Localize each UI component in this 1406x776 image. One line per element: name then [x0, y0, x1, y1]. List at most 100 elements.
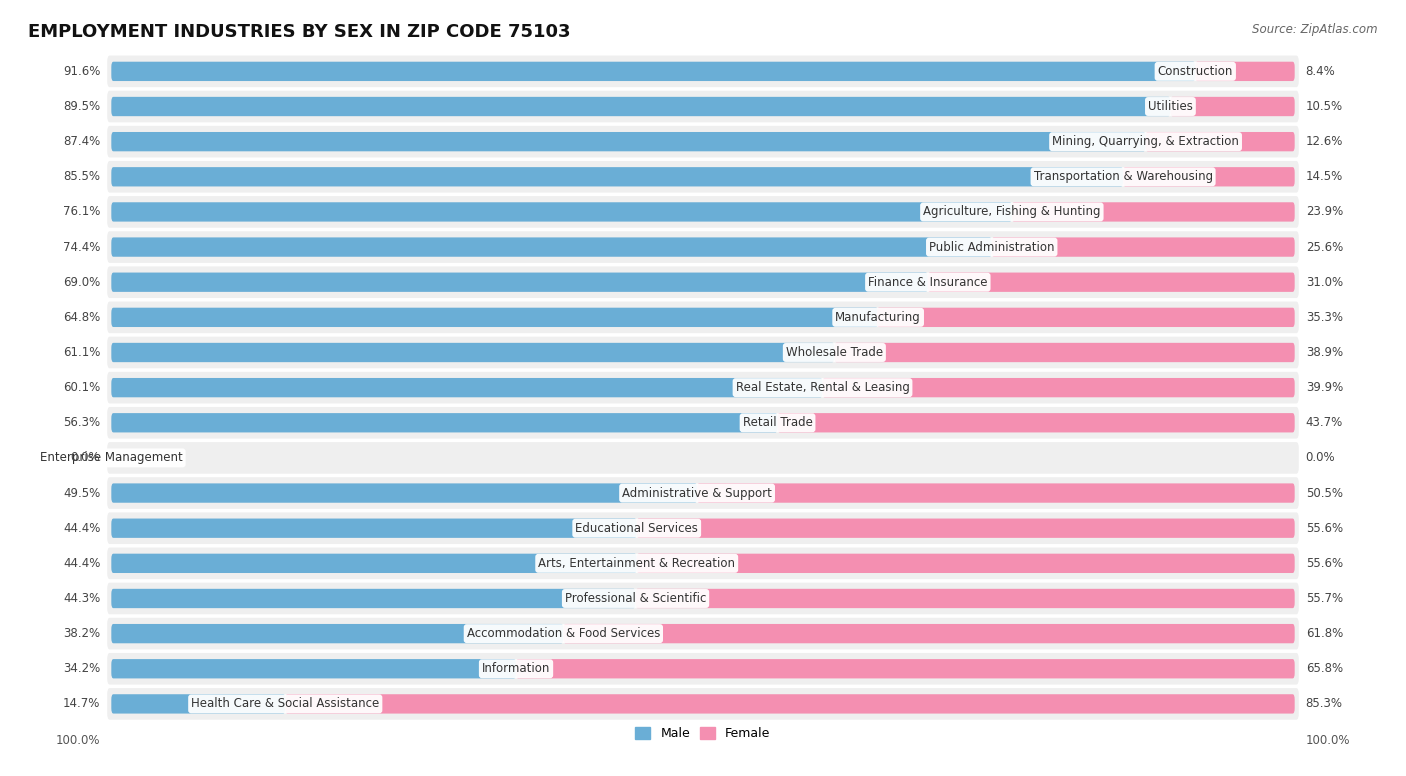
FancyBboxPatch shape [637, 554, 1295, 573]
Text: 85.5%: 85.5% [63, 170, 100, 183]
FancyBboxPatch shape [877, 308, 1295, 327]
FancyBboxPatch shape [107, 372, 1299, 404]
Text: 55.6%: 55.6% [1306, 557, 1343, 570]
FancyBboxPatch shape [107, 56, 1299, 87]
Text: 91.6%: 91.6% [63, 65, 100, 78]
FancyBboxPatch shape [107, 196, 1299, 227]
FancyBboxPatch shape [834, 343, 1295, 362]
Text: 76.1%: 76.1% [63, 206, 100, 218]
Text: 69.0%: 69.0% [63, 275, 100, 289]
Text: 34.2%: 34.2% [63, 662, 100, 675]
FancyBboxPatch shape [991, 237, 1295, 257]
Text: 74.4%: 74.4% [63, 241, 100, 254]
FancyBboxPatch shape [111, 624, 564, 643]
Text: 25.6%: 25.6% [1306, 241, 1343, 254]
Text: 60.1%: 60.1% [63, 381, 100, 394]
Text: 44.4%: 44.4% [63, 521, 100, 535]
FancyBboxPatch shape [111, 62, 1195, 81]
FancyBboxPatch shape [111, 343, 834, 362]
Text: Real Estate, Rental & Leasing: Real Estate, Rental & Leasing [735, 381, 910, 394]
Text: 50.5%: 50.5% [1306, 487, 1343, 500]
Text: Retail Trade: Retail Trade [742, 416, 813, 429]
FancyBboxPatch shape [1123, 167, 1295, 186]
Text: Finance & Insurance: Finance & Insurance [868, 275, 987, 289]
FancyBboxPatch shape [1012, 203, 1295, 222]
Text: 64.8%: 64.8% [63, 311, 100, 324]
Text: 85.3%: 85.3% [1306, 698, 1343, 710]
Text: Source: ZipAtlas.com: Source: ZipAtlas.com [1253, 23, 1378, 36]
Text: 35.3%: 35.3% [1306, 311, 1343, 324]
FancyBboxPatch shape [107, 653, 1299, 684]
FancyBboxPatch shape [1195, 62, 1295, 81]
FancyBboxPatch shape [111, 695, 285, 714]
Text: Agriculture, Fishing & Hunting: Agriculture, Fishing & Hunting [924, 206, 1101, 218]
Text: 38.2%: 38.2% [63, 627, 100, 640]
Text: Administrative & Support: Administrative & Support [621, 487, 772, 500]
Text: Enterprise Management: Enterprise Management [39, 452, 183, 464]
Text: 100.0%: 100.0% [1306, 734, 1350, 747]
FancyBboxPatch shape [107, 266, 1299, 298]
FancyBboxPatch shape [111, 518, 637, 538]
Text: 14.7%: 14.7% [63, 698, 100, 710]
Text: EMPLOYMENT INDUSTRIES BY SEX IN ZIP CODE 75103: EMPLOYMENT INDUSTRIES BY SEX IN ZIP CODE… [28, 23, 571, 41]
Text: 10.5%: 10.5% [1306, 100, 1343, 113]
Text: 61.8%: 61.8% [1306, 627, 1343, 640]
FancyBboxPatch shape [111, 237, 991, 257]
FancyBboxPatch shape [111, 589, 636, 608]
FancyBboxPatch shape [107, 512, 1299, 544]
Text: Educational Services: Educational Services [575, 521, 699, 535]
Text: Wholesale Trade: Wholesale Trade [786, 346, 883, 359]
FancyBboxPatch shape [111, 132, 1146, 151]
FancyBboxPatch shape [111, 659, 516, 678]
FancyBboxPatch shape [1170, 97, 1295, 116]
FancyBboxPatch shape [778, 413, 1295, 432]
FancyBboxPatch shape [285, 695, 1295, 714]
Text: Construction: Construction [1157, 65, 1233, 78]
Text: Health Care & Social Assistance: Health Care & Social Assistance [191, 698, 380, 710]
Text: 12.6%: 12.6% [1306, 135, 1343, 148]
FancyBboxPatch shape [107, 688, 1299, 719]
FancyBboxPatch shape [107, 161, 1299, 192]
Text: 44.4%: 44.4% [63, 557, 100, 570]
FancyBboxPatch shape [111, 413, 778, 432]
FancyBboxPatch shape [823, 378, 1295, 397]
Text: 44.3%: 44.3% [63, 592, 100, 605]
Text: 49.5%: 49.5% [63, 487, 100, 500]
FancyBboxPatch shape [107, 583, 1299, 615]
FancyBboxPatch shape [107, 91, 1299, 123]
Text: Professional & Scientific: Professional & Scientific [565, 592, 706, 605]
Text: Public Administration: Public Administration [929, 241, 1054, 254]
Text: Utilities: Utilities [1147, 100, 1192, 113]
Text: Mining, Quarrying, & Extraction: Mining, Quarrying, & Extraction [1052, 135, 1239, 148]
Text: Arts, Entertainment & Recreation: Arts, Entertainment & Recreation [538, 557, 735, 570]
Text: 0.0%: 0.0% [1306, 452, 1336, 464]
Text: 61.1%: 61.1% [63, 346, 100, 359]
Text: 65.8%: 65.8% [1306, 662, 1343, 675]
Text: Accommodation & Food Services: Accommodation & Food Services [467, 627, 659, 640]
FancyBboxPatch shape [107, 407, 1299, 438]
FancyBboxPatch shape [637, 518, 1295, 538]
Text: 55.7%: 55.7% [1306, 592, 1343, 605]
Text: 38.9%: 38.9% [1306, 346, 1343, 359]
Text: 87.4%: 87.4% [63, 135, 100, 148]
FancyBboxPatch shape [107, 477, 1299, 509]
Text: 43.7%: 43.7% [1306, 416, 1343, 429]
Text: 100.0%: 100.0% [56, 734, 100, 747]
Text: Manufacturing: Manufacturing [835, 311, 921, 324]
FancyBboxPatch shape [107, 442, 1299, 473]
FancyBboxPatch shape [111, 272, 928, 292]
FancyBboxPatch shape [107, 302, 1299, 333]
FancyBboxPatch shape [928, 272, 1295, 292]
FancyBboxPatch shape [1146, 132, 1295, 151]
Text: 0.0%: 0.0% [70, 452, 100, 464]
Text: 31.0%: 31.0% [1306, 275, 1343, 289]
FancyBboxPatch shape [107, 231, 1299, 263]
FancyBboxPatch shape [107, 337, 1299, 369]
FancyBboxPatch shape [107, 548, 1299, 579]
FancyBboxPatch shape [697, 483, 1295, 503]
Legend: Male, Female: Male, Female [630, 722, 776, 745]
Text: 14.5%: 14.5% [1306, 170, 1343, 183]
FancyBboxPatch shape [111, 308, 879, 327]
FancyBboxPatch shape [111, 97, 1170, 116]
FancyBboxPatch shape [107, 126, 1299, 158]
